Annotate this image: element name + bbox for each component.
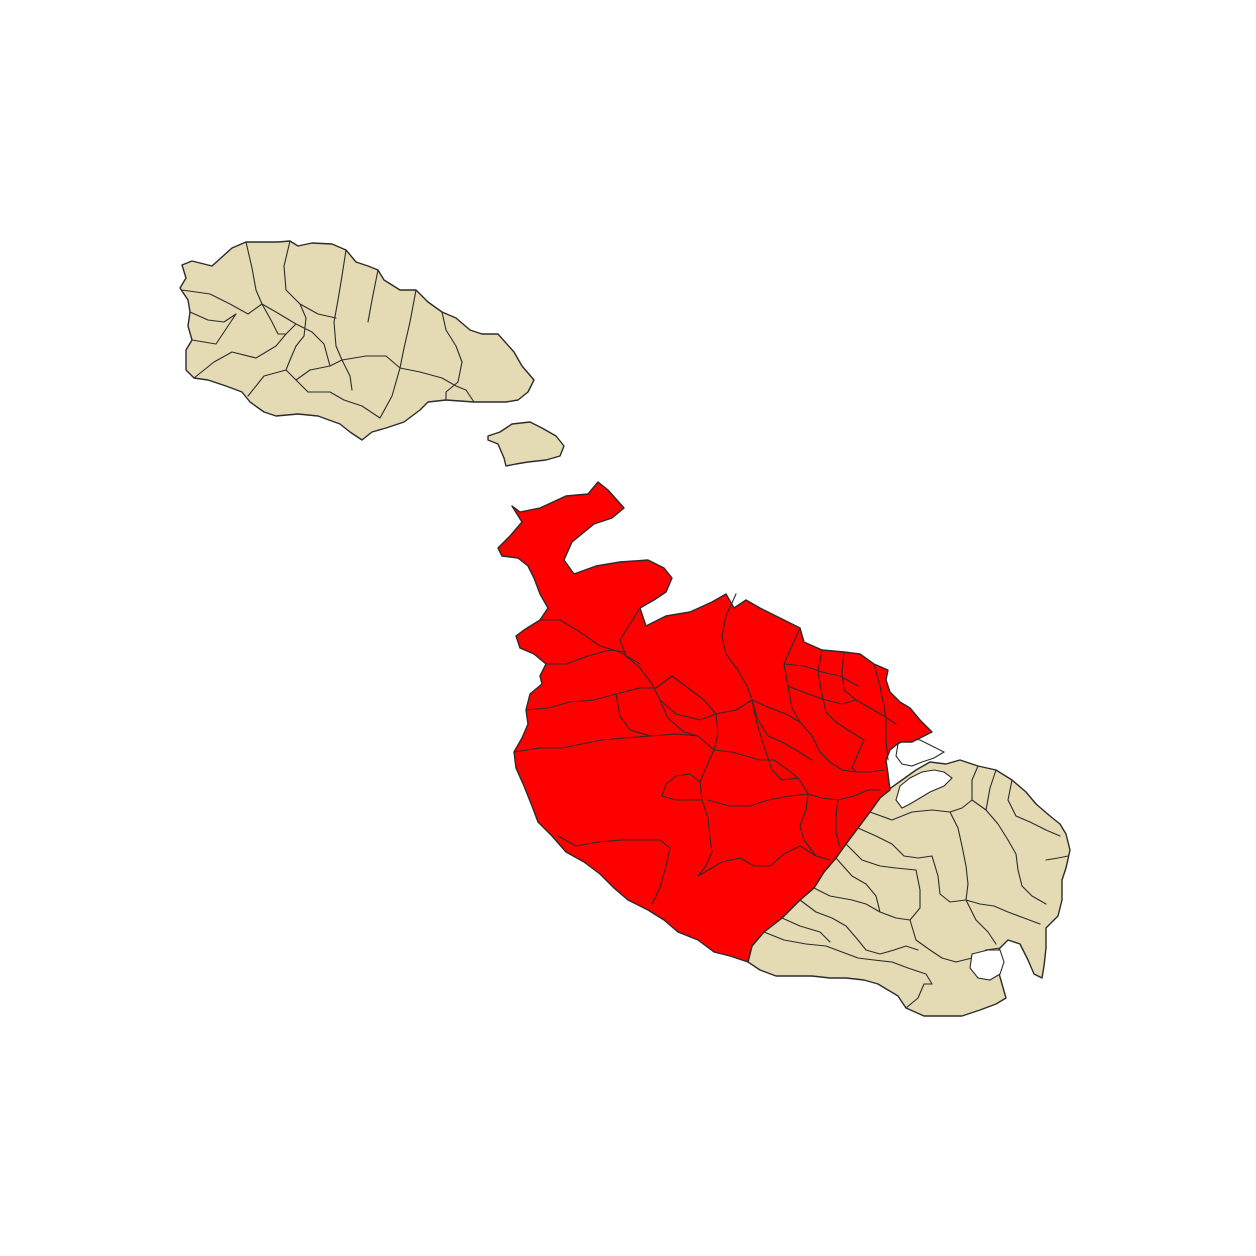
marsaxlokk-bay-water bbox=[969, 949, 1005, 981]
comino-outline bbox=[487, 421, 565, 467]
malta-southeast bbox=[747, 737, 1071, 1017]
malta-highlighted-council-borders bbox=[513, 593, 897, 905]
malta-highlighted-outline bbox=[497, 481, 933, 963]
malta-southeast-council-borders bbox=[763, 765, 1069, 1009]
comino-island bbox=[487, 421, 565, 467]
gozo-outline bbox=[179, 240, 535, 441]
grand-harbour-water bbox=[895, 769, 953, 809]
gozo-council-borders bbox=[181, 240, 475, 419]
gozo-island bbox=[179, 240, 535, 441]
malta-highlighted-region bbox=[497, 481, 933, 963]
